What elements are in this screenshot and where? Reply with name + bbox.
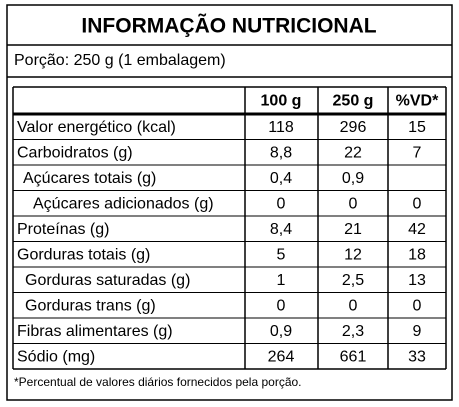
cell-value: 264	[268, 348, 295, 365]
cell-value: 661	[340, 348, 367, 365]
row-label: Valor energético (kcal)	[17, 119, 176, 136]
cell-value: 7	[413, 144, 422, 161]
row-label: Carboidratos (g)	[17, 144, 133, 161]
outer-frame	[6, 4, 453, 401]
cell-value: 15	[408, 119, 426, 136]
cell-value: 0,9	[270, 323, 292, 340]
cell-value: 5	[277, 246, 286, 263]
serving: Porção: 250 g (1 embalagem)	[14, 52, 226, 69]
cell-value: 33	[408, 348, 426, 365]
row-label: Sódio (mg)	[17, 348, 95, 365]
cell-value: 13	[408, 272, 426, 289]
cell-value: 0,9	[342, 170, 364, 187]
cell-value: 22	[344, 144, 362, 161]
cell-value: 42	[408, 221, 426, 238]
cell-value: 9	[413, 323, 422, 340]
row-label: Gorduras totais (g)	[17, 246, 150, 263]
footnote: *Percentual de valores diários fornecido…	[14, 375, 302, 389]
cell-value: 296	[340, 119, 367, 136]
cell-value: 8,4	[270, 221, 292, 238]
cell-value: 2,3	[342, 323, 364, 340]
cell-value: 18	[408, 246, 426, 263]
cell-value: 21	[344, 221, 362, 238]
cell-value: 118	[268, 119, 294, 136]
row-label: Fibras alimentares (g)	[17, 323, 173, 340]
cell-value: 2,5	[342, 272, 364, 289]
column-header: 250 g	[333, 93, 374, 110]
column-header: 100 g	[261, 93, 302, 110]
cell-value: 8,8	[270, 144, 292, 161]
cell-value: 0	[277, 297, 286, 314]
cell-value: 0,4	[270, 170, 292, 187]
title: INFORMAÇÃO NUTRICIONAL	[81, 15, 376, 38]
cell-value: 0	[413, 195, 422, 212]
row-label: Açúcares totais (g)	[23, 170, 156, 187]
cell-value: 0	[349, 297, 358, 314]
row-label: Gorduras saturadas (g)	[25, 272, 190, 289]
cell-value: 1	[277, 272, 286, 289]
row-label: Proteínas (g)	[17, 221, 109, 238]
row-label: Gorduras trans (g)	[25, 297, 156, 314]
row-label: Açúcares adicionados (g)	[33, 195, 214, 212]
cell-value: 0	[413, 297, 422, 314]
cell-value: 0	[349, 195, 358, 212]
cell-value: 0	[277, 195, 286, 212]
cell-value: 12	[344, 246, 362, 263]
column-header: %VD*	[396, 93, 439, 110]
